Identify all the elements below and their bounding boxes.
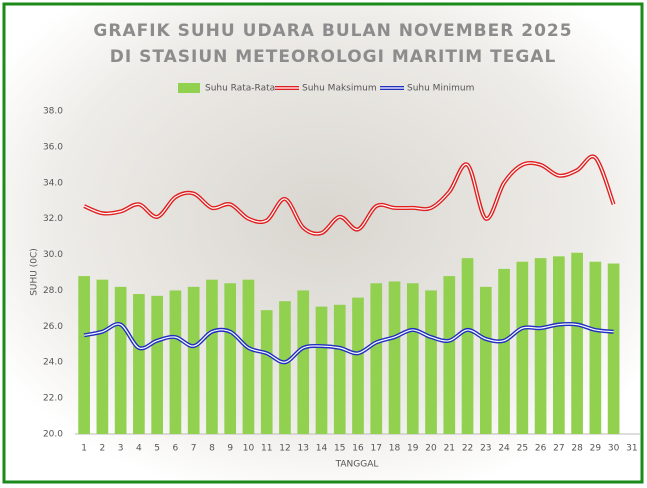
y-axis-label: SUHU (0C) bbox=[30, 248, 40, 296]
x-tick-label: 26 bbox=[535, 444, 547, 454]
x-tick-label: 28 bbox=[571, 444, 583, 454]
x-tick-label: 12 bbox=[279, 444, 290, 454]
bar bbox=[243, 280, 255, 434]
x-tick-label: 27 bbox=[553, 444, 564, 454]
bar bbox=[151, 296, 163, 434]
bar bbox=[516, 262, 528, 434]
y-tick-label: 30.0 bbox=[43, 250, 63, 260]
y-tick-label: 26.0 bbox=[43, 322, 63, 332]
x-tick-label: 21 bbox=[444, 444, 455, 454]
x-tick-label: 14 bbox=[316, 444, 328, 454]
bar bbox=[389, 281, 401, 434]
bar bbox=[188, 287, 200, 434]
bar bbox=[297, 290, 309, 434]
x-tick-label: 24 bbox=[498, 444, 510, 454]
bar bbox=[425, 290, 437, 434]
y-tick-label: 32.0 bbox=[43, 214, 63, 224]
bar bbox=[170, 290, 182, 434]
y-tick-label: 36.0 bbox=[43, 142, 63, 152]
bar bbox=[115, 287, 127, 434]
x-tick-label: 11 bbox=[261, 444, 272, 454]
x-tick-label: 13 bbox=[297, 444, 308, 454]
bar bbox=[206, 280, 218, 434]
page: {"chart_data": {"type": "bar", "title": … bbox=[0, 0, 647, 488]
bar bbox=[261, 310, 273, 434]
bar bbox=[462, 258, 474, 434]
legend-label: Suhu Minimum bbox=[407, 84, 474, 94]
x-tick-label: 5 bbox=[154, 444, 160, 454]
legend-label: Suhu Rata-Rata bbox=[205, 84, 275, 94]
chart-title: GRAFIK SUHU UDARA BULAN NOVEMBER 2025 bbox=[93, 21, 572, 41]
bar bbox=[571, 253, 583, 434]
bar bbox=[553, 256, 565, 434]
y-tick-label: 20.0 bbox=[43, 430, 63, 440]
x-tick-label: 16 bbox=[352, 444, 364, 454]
y-tick-label: 22.0 bbox=[43, 394, 63, 404]
bar bbox=[224, 283, 236, 434]
legend-swatch bbox=[178, 83, 200, 93]
x-tick-label: 1 bbox=[81, 444, 87, 454]
x-tick-label: 7 bbox=[191, 444, 197, 454]
x-tick-label: 8 bbox=[209, 444, 215, 454]
bar bbox=[443, 276, 455, 434]
bar bbox=[316, 307, 328, 434]
x-tick-label: 23 bbox=[480, 444, 491, 454]
y-tick-label: 28.0 bbox=[43, 286, 63, 296]
x-axis-label: TANGGAL bbox=[335, 460, 379, 470]
legend-label: Suhu Maksimum bbox=[302, 84, 377, 94]
y-tick-label: 24.0 bbox=[43, 358, 63, 368]
x-tick-label: 17 bbox=[371, 444, 382, 454]
bar bbox=[133, 294, 145, 434]
bar bbox=[590, 262, 602, 434]
bar bbox=[334, 305, 346, 434]
bar bbox=[279, 301, 291, 434]
x-tick-label: 2 bbox=[100, 444, 106, 454]
x-tick-label: 31 bbox=[626, 444, 637, 454]
bar bbox=[78, 276, 90, 434]
x-tick-label: 10 bbox=[243, 444, 255, 454]
bar bbox=[480, 287, 492, 434]
x-tick-label: 6 bbox=[173, 444, 179, 454]
x-tick-label: 15 bbox=[334, 444, 345, 454]
x-tick-label: 30 bbox=[608, 444, 620, 454]
x-tick-label: 3 bbox=[118, 444, 124, 454]
x-tick-label: 25 bbox=[517, 444, 528, 454]
bar bbox=[608, 264, 620, 434]
x-tick-label: 29 bbox=[590, 444, 602, 454]
bar bbox=[498, 269, 510, 434]
x-tick-label: 18 bbox=[389, 444, 401, 454]
x-tick-label: 22 bbox=[462, 444, 473, 454]
x-tick-label: 9 bbox=[227, 444, 233, 454]
y-tick-label: 38.0 bbox=[43, 107, 63, 117]
chart-title: DI STASIUN METEOROLOGI MARITIM TEGAL bbox=[110, 47, 557, 67]
bar bbox=[535, 258, 547, 434]
x-tick-label: 19 bbox=[407, 444, 419, 454]
chart: GRAFIK SUHU UDARA BULAN NOVEMBER 2025 DI… bbox=[0, 0, 647, 488]
bar bbox=[370, 283, 382, 434]
bar bbox=[407, 283, 419, 434]
x-tick-label: 20 bbox=[425, 444, 437, 454]
y-tick-label: 34.0 bbox=[43, 178, 63, 188]
x-tick-label: 4 bbox=[136, 444, 142, 454]
bar bbox=[352, 298, 364, 434]
bar bbox=[97, 280, 109, 434]
